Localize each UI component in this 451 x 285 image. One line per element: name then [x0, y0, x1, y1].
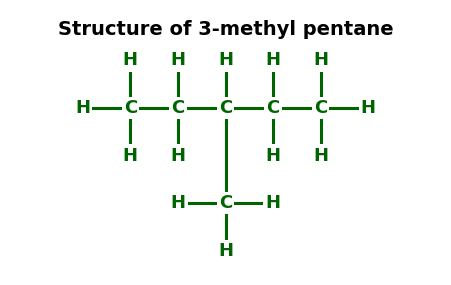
Text: H: H: [218, 242, 233, 260]
Text: C: C: [124, 99, 137, 117]
Text: C: C: [219, 99, 232, 117]
Text: H: H: [266, 51, 281, 69]
Text: H: H: [313, 51, 328, 69]
Text: C: C: [314, 99, 327, 117]
Text: H: H: [313, 146, 328, 164]
Text: Structure of 3-methyl pentane: Structure of 3-methyl pentane: [58, 20, 393, 39]
Text: H: H: [123, 146, 138, 164]
Text: H: H: [170, 51, 185, 69]
Text: C: C: [171, 99, 184, 117]
Text: H: H: [266, 194, 281, 212]
Text: H: H: [361, 99, 376, 117]
Text: H: H: [75, 99, 90, 117]
Text: H: H: [170, 194, 185, 212]
Text: H: H: [266, 146, 281, 164]
Text: H: H: [170, 146, 185, 164]
Text: H: H: [123, 51, 138, 69]
Text: C: C: [267, 99, 280, 117]
Text: H: H: [218, 51, 233, 69]
Text: C: C: [219, 194, 232, 212]
